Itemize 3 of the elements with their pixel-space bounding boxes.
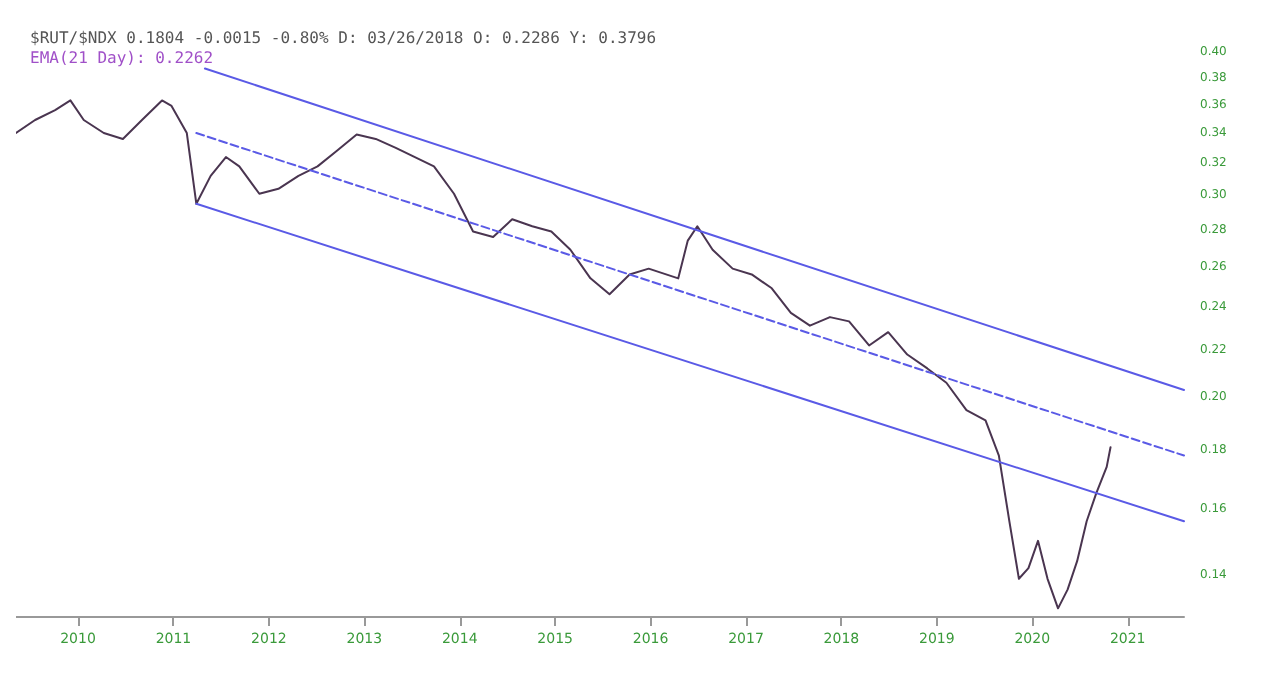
text: EMA(21 Day): 0.2262 [30, 49, 214, 67]
line-series [16, 99, 1112, 610]
text: $RUT/$NDX 0.1804 -0.0015 -0.80% D: 03/26/2018 O: 0.2286 Y: 0.3796 [30, 29, 657, 47]
